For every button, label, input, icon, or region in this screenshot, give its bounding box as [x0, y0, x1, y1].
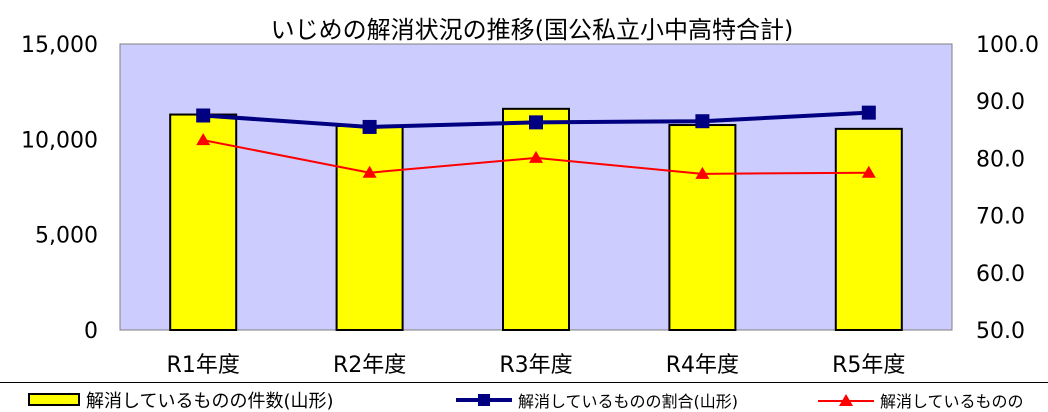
right-tick-label: 90.0 [976, 90, 1025, 115]
bar [668, 124, 737, 331]
legend-swatch-red-line [818, 394, 874, 406]
point-square [196, 108, 211, 123]
point-triangle [861, 165, 876, 178]
legend-item-bar: 解消しているものの件数(山形) [28, 387, 334, 412]
category-label: R4年度 [666, 353, 739, 378]
right-tick-label: 70.0 [976, 205, 1025, 230]
bar [502, 107, 570, 332]
legend-swatch-bar [28, 393, 80, 406]
point-square [362, 119, 377, 134]
point-triangle [196, 133, 211, 146]
category-label: R3年度 [499, 353, 572, 378]
category-label: R1年度 [167, 353, 240, 378]
point-triangle [529, 150, 543, 163]
point-triangle [695, 166, 710, 179]
legend-item-navy-line: 解消しているものの割合(山形) [456, 388, 738, 412]
legend-swatch-navy-line [456, 394, 512, 406]
legend-divider [0, 382, 1048, 383]
left-tick-label: 10,000 [21, 128, 98, 153]
point-square [861, 105, 876, 120]
left-tick-label: 15,000 [21, 33, 98, 58]
bar [335, 124, 404, 331]
bar [169, 113, 238, 332]
legend-label-bar: 解消しているものの件数(山形) [86, 391, 334, 412]
right-tick-label: 50.0 [976, 319, 1025, 344]
category-label: R2年度 [333, 353, 406, 378]
x-axis: R1年度 R2年度 R3年度 R4年度 R5年度 [167, 353, 906, 378]
legend-label-navy-line: 解消しているものの割合(山形) [518, 392, 739, 411]
bar [834, 127, 903, 331]
legend-label-red-line: 解消しているものの [880, 392, 1024, 411]
left-axis: 0 5,000 10,000 15,000 [21, 33, 98, 344]
left-tick-label: 0 [84, 319, 98, 344]
point-square [529, 115, 543, 130]
right-tick-label: 80.0 [976, 147, 1025, 172]
right-tick-label: 60.0 [976, 262, 1025, 287]
chart-title: いじめの解消状況の推移(国公私立小中高特合計) [271, 16, 794, 44]
category-label: R5年度 [832, 353, 905, 378]
legend-item-red-line: 解消しているものの [818, 388, 1024, 412]
left-tick-label: 5,000 [35, 224, 98, 249]
point-square [695, 114, 710, 129]
chart: いじめの解消状況の推移(国公私立小中高特合計) 0 5,000 10,000 15,0… [21, 16, 1039, 378]
right-tick-label: 100.0 [976, 33, 1039, 58]
line-series [196, 105, 876, 179]
right-axis: 50.0 60.0 70.0 80.0 90.0 100.0 [976, 33, 1039, 344]
legend: 解消しているものの件数(山形) 解消しているものの割合(山形) 解消しているもの… [0, 383, 1048, 412]
point-triangle [362, 165, 377, 178]
